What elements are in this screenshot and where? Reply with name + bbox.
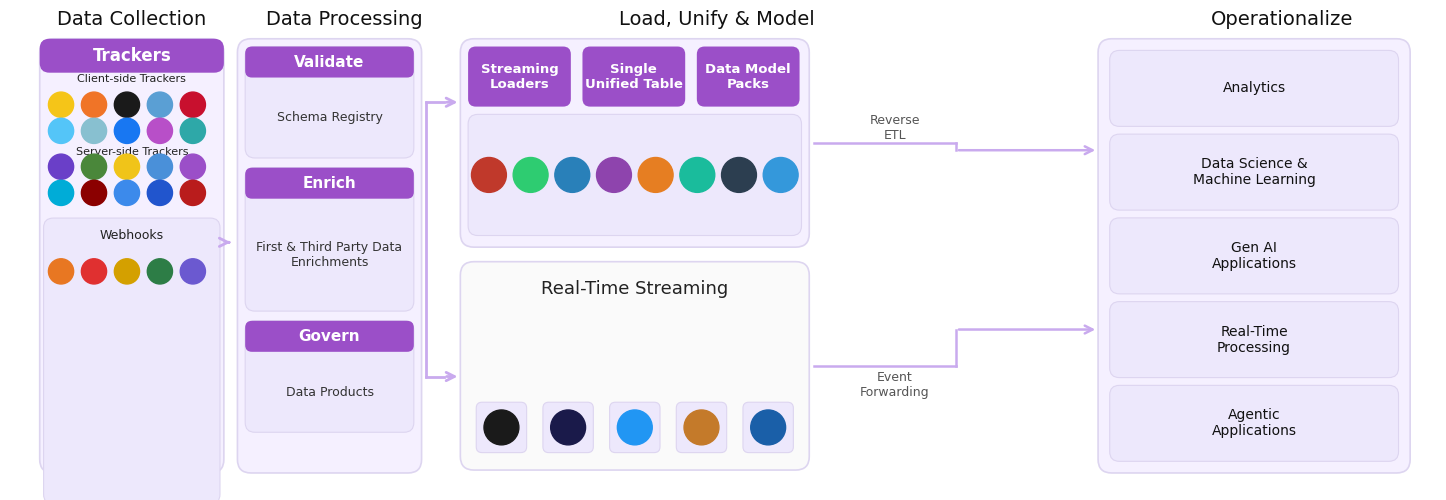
Text: Server-side Trackers: Server-side Trackers: [75, 147, 188, 157]
FancyBboxPatch shape: [697, 46, 800, 106]
Circle shape: [471, 158, 506, 192]
FancyBboxPatch shape: [583, 46, 685, 106]
Text: Gen AI
Applications: Gen AI Applications: [1212, 241, 1297, 271]
Text: Event
Forwarding: Event Forwarding: [860, 372, 930, 400]
Circle shape: [48, 92, 74, 118]
Text: Data Collection: Data Collection: [58, 10, 207, 29]
Circle shape: [48, 154, 74, 180]
FancyBboxPatch shape: [246, 168, 414, 311]
Circle shape: [555, 158, 590, 192]
FancyBboxPatch shape: [1109, 386, 1398, 462]
Circle shape: [147, 118, 172, 144]
Text: Load, Unify & Model: Load, Unify & Model: [619, 10, 816, 29]
Circle shape: [81, 180, 107, 206]
Circle shape: [147, 92, 172, 118]
FancyBboxPatch shape: [1109, 302, 1398, 378]
FancyBboxPatch shape: [246, 321, 414, 352]
Text: Real-Time
Processing: Real-Time Processing: [1218, 324, 1291, 354]
Circle shape: [513, 158, 548, 192]
Circle shape: [48, 118, 74, 144]
Circle shape: [114, 92, 140, 118]
Text: Streaming
Loaders: Streaming Loaders: [480, 62, 558, 90]
FancyBboxPatch shape: [677, 402, 727, 452]
FancyBboxPatch shape: [246, 46, 414, 78]
Circle shape: [181, 259, 205, 284]
Circle shape: [114, 259, 140, 284]
Text: Trackers: Trackers: [93, 46, 171, 64]
Text: Enrich: Enrich: [302, 176, 356, 190]
Text: Agentic
Applications: Agentic Applications: [1212, 408, 1297, 438]
Text: Single
Unified Table: Single Unified Table: [584, 62, 683, 90]
Text: Data Model
Packs: Data Model Packs: [706, 62, 791, 90]
FancyBboxPatch shape: [469, 46, 571, 106]
FancyBboxPatch shape: [246, 321, 414, 432]
Circle shape: [750, 410, 785, 445]
FancyBboxPatch shape: [469, 114, 801, 236]
Circle shape: [722, 158, 756, 192]
FancyBboxPatch shape: [39, 39, 224, 72]
FancyBboxPatch shape: [476, 402, 526, 452]
Circle shape: [638, 158, 672, 192]
Text: Reverse
ETL: Reverse ETL: [869, 114, 920, 142]
Circle shape: [597, 158, 632, 192]
Text: Govern: Govern: [299, 329, 360, 344]
Circle shape: [181, 118, 205, 144]
Text: Data Science &
Machine Learning: Data Science & Machine Learning: [1193, 157, 1316, 187]
Text: Analytics: Analytics: [1222, 82, 1285, 96]
FancyBboxPatch shape: [39, 39, 224, 473]
Circle shape: [48, 259, 74, 284]
Text: First & Third Party Data
Enrichments: First & Third Party Data Enrichments: [256, 241, 402, 269]
Circle shape: [114, 180, 140, 206]
FancyBboxPatch shape: [460, 262, 810, 470]
Circle shape: [484, 410, 519, 445]
Circle shape: [147, 154, 172, 180]
FancyBboxPatch shape: [610, 402, 659, 452]
FancyBboxPatch shape: [542, 402, 593, 452]
Circle shape: [181, 92, 205, 118]
Text: Data Products: Data Products: [285, 386, 373, 398]
FancyBboxPatch shape: [237, 39, 422, 473]
Circle shape: [147, 180, 172, 206]
FancyBboxPatch shape: [1109, 218, 1398, 294]
Text: Client-side Trackers: Client-side Trackers: [77, 74, 187, 85]
Circle shape: [147, 259, 172, 284]
Circle shape: [684, 410, 719, 445]
Circle shape: [114, 154, 140, 180]
Circle shape: [48, 180, 74, 206]
Text: Real-Time Streaming: Real-Time Streaming: [541, 280, 729, 298]
FancyBboxPatch shape: [246, 46, 414, 158]
FancyBboxPatch shape: [246, 168, 414, 198]
Circle shape: [551, 410, 586, 445]
FancyBboxPatch shape: [43, 218, 220, 500]
FancyBboxPatch shape: [1109, 50, 1398, 126]
Circle shape: [81, 259, 107, 284]
FancyBboxPatch shape: [1109, 134, 1398, 210]
FancyBboxPatch shape: [460, 39, 810, 247]
Circle shape: [181, 180, 205, 206]
Circle shape: [114, 118, 140, 144]
Circle shape: [617, 410, 652, 445]
Text: Operationalize: Operationalize: [1212, 10, 1353, 29]
FancyBboxPatch shape: [1098, 39, 1410, 473]
Text: Data Processing: Data Processing: [266, 10, 422, 29]
Text: Schema Registry: Schema Registry: [276, 112, 382, 124]
Circle shape: [763, 158, 798, 192]
FancyBboxPatch shape: [743, 402, 794, 452]
Circle shape: [81, 92, 107, 118]
Circle shape: [81, 154, 107, 180]
Circle shape: [181, 154, 205, 180]
Text: Webhooks: Webhooks: [100, 229, 163, 242]
Circle shape: [81, 118, 107, 144]
Text: Validate: Validate: [295, 54, 364, 70]
Circle shape: [680, 158, 714, 192]
